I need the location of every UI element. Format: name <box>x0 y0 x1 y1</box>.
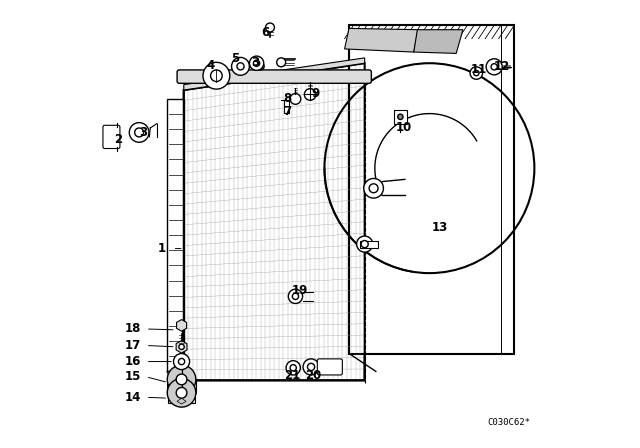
FancyBboxPatch shape <box>103 125 120 149</box>
Circle shape <box>305 89 316 100</box>
Text: 19: 19 <box>292 284 308 297</box>
Circle shape <box>288 289 303 303</box>
Polygon shape <box>344 28 419 52</box>
Text: 20: 20 <box>305 369 321 382</box>
Text: 9: 9 <box>311 87 319 100</box>
Circle shape <box>397 114 403 120</box>
Circle shape <box>129 123 149 142</box>
Polygon shape <box>184 58 365 90</box>
Circle shape <box>173 353 189 370</box>
Text: 13: 13 <box>431 221 448 234</box>
Circle shape <box>470 67 483 79</box>
Circle shape <box>250 56 264 70</box>
FancyBboxPatch shape <box>317 359 342 375</box>
Circle shape <box>179 358 185 365</box>
Polygon shape <box>414 30 463 53</box>
Circle shape <box>290 94 301 104</box>
Circle shape <box>176 374 187 385</box>
Circle shape <box>303 359 319 375</box>
Text: 15: 15 <box>125 370 141 383</box>
Bar <box>167 99 184 371</box>
Bar <box>167 379 196 393</box>
Text: 8: 8 <box>284 91 292 104</box>
Circle shape <box>167 379 196 407</box>
Circle shape <box>474 70 479 76</box>
Circle shape <box>167 365 196 394</box>
Circle shape <box>486 59 502 75</box>
Text: 4: 4 <box>207 59 214 72</box>
Text: 7: 7 <box>284 105 291 118</box>
Text: 21: 21 <box>284 369 300 382</box>
Circle shape <box>364 178 383 198</box>
Circle shape <box>253 60 260 66</box>
Circle shape <box>292 293 299 299</box>
Bar <box>360 241 378 248</box>
Text: 11: 11 <box>471 64 487 77</box>
Circle shape <box>134 128 143 137</box>
Circle shape <box>307 363 315 370</box>
Circle shape <box>211 70 222 82</box>
Circle shape <box>203 62 230 89</box>
Circle shape <box>290 365 296 371</box>
Bar <box>168 396 195 403</box>
Polygon shape <box>167 371 193 385</box>
Text: 17: 17 <box>125 339 141 352</box>
Circle shape <box>286 361 300 375</box>
Circle shape <box>369 184 378 193</box>
Circle shape <box>257 63 264 70</box>
Text: 18: 18 <box>125 323 141 336</box>
Text: 10: 10 <box>396 121 412 134</box>
Text: 3: 3 <box>251 56 259 69</box>
Text: C030C62*: C030C62* <box>487 418 530 427</box>
Circle shape <box>237 63 244 70</box>
Text: 2: 2 <box>114 133 122 146</box>
Polygon shape <box>184 63 365 380</box>
Circle shape <box>179 344 184 349</box>
Polygon shape <box>177 319 187 331</box>
Text: 16: 16 <box>125 355 141 368</box>
Circle shape <box>361 241 368 248</box>
Text: 1: 1 <box>158 242 166 255</box>
Bar <box>394 110 407 124</box>
Text: 6: 6 <box>261 26 269 39</box>
Polygon shape <box>349 25 515 353</box>
Bar <box>284 100 289 113</box>
Circle shape <box>232 57 250 75</box>
Circle shape <box>491 64 497 70</box>
FancyBboxPatch shape <box>177 70 371 83</box>
Text: 3: 3 <box>140 126 148 139</box>
Text: 5: 5 <box>231 52 239 65</box>
Circle shape <box>276 58 285 67</box>
Text: 14: 14 <box>125 391 141 404</box>
Circle shape <box>356 236 372 252</box>
Circle shape <box>176 388 187 398</box>
Text: 12: 12 <box>494 60 510 73</box>
Circle shape <box>266 23 275 32</box>
Polygon shape <box>176 340 187 353</box>
